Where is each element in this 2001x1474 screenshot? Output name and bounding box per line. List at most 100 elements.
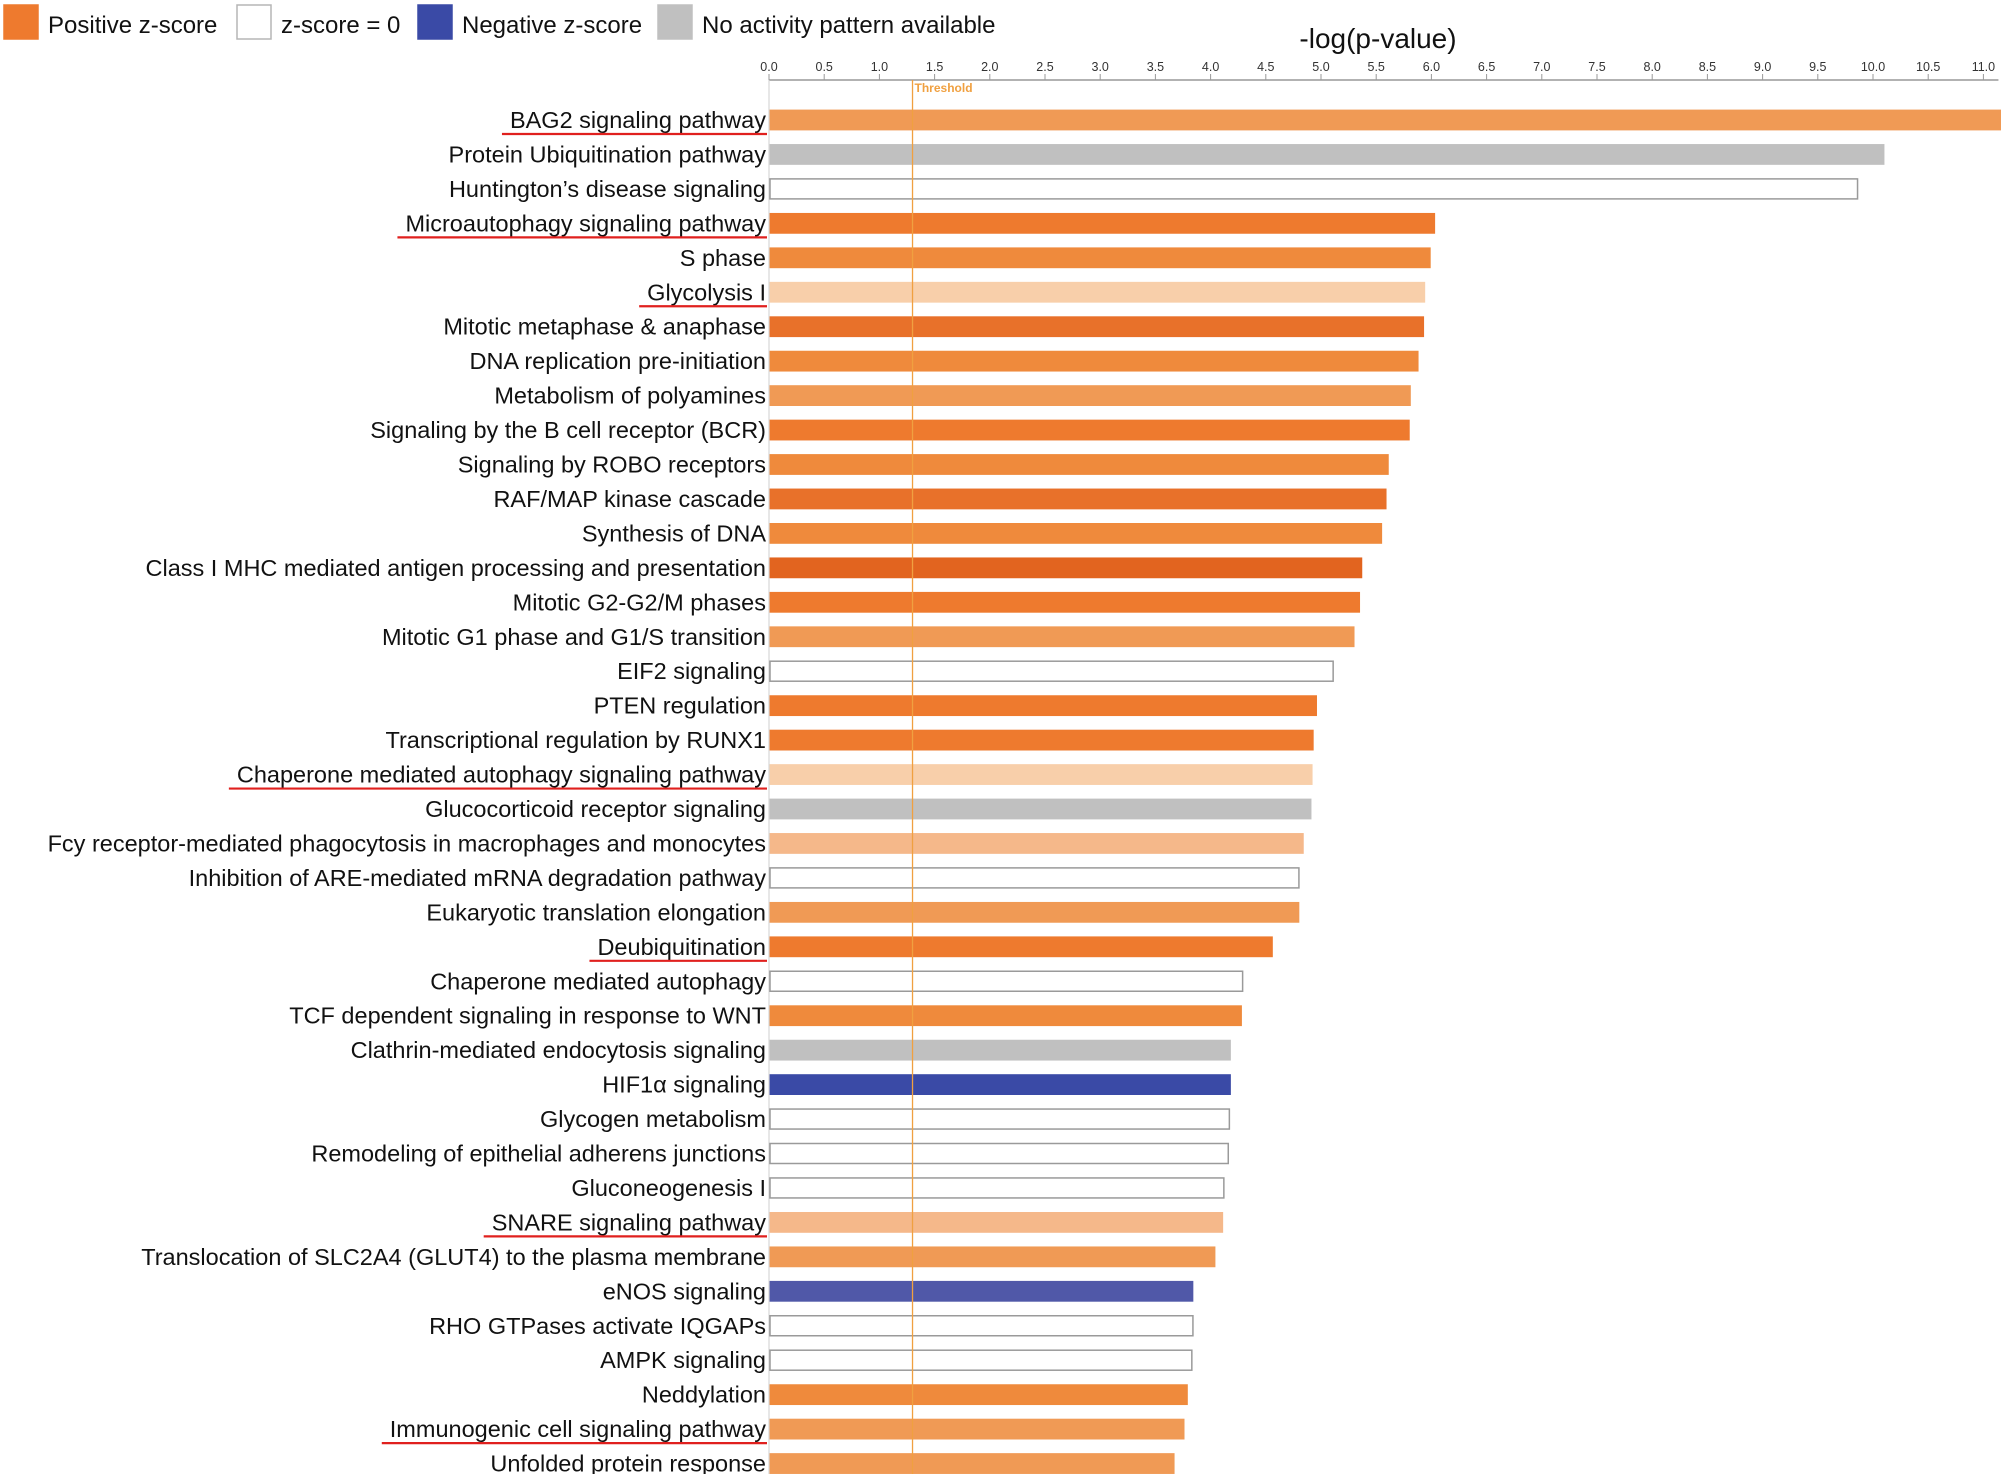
bar-row: eNOS signaling (603, 1278, 1194, 1304)
bar-row: TCF dependent signaling in response to W… (289, 1003, 1242, 1029)
x-tick-label: 7.0 (1533, 60, 1550, 74)
bar-row: Class I MHC mediated antigen processing … (146, 555, 1363, 581)
legend-label: z-score = 0 (281, 12, 400, 39)
bar-row: Clathrin-mediated endocytosis signaling (351, 1037, 1231, 1063)
bar-label: Glucocorticoid receptor signaling (425, 796, 766, 822)
bar (769, 1005, 1242, 1027)
bar (769, 1212, 1224, 1233)
x-axis: 0.0 0.5 1.0 1.5 2.0 2.5 3.0 3.5 4.0 4.5 5.0 5.5 6.0 6… (760, 60, 1999, 1474)
bar-row: Remodeling of epithelial adherens juncti… (311, 1141, 1230, 1167)
bar-row: Protein Ubiquitination pathway (449, 141, 1885, 167)
bar (769, 350, 1419, 372)
bar-label: Inhibition of ARE-mediated mRNA degradat… (189, 865, 767, 891)
bar-label: Class I MHC mediated antigen processing … (146, 555, 766, 581)
bar (769, 729, 1314, 751)
bar-label: EIF2 signaling (617, 658, 766, 684)
bar-row: Huntington’s disease signaling (449, 176, 1859, 202)
x-tick-label: 0.5 (816, 60, 833, 74)
bar (769, 178, 1859, 200)
x-tick-label: 7.5 (1588, 60, 1605, 74)
bar-row: AMPK signaling (600, 1347, 1193, 1373)
bar-label: Metabolism of polyamines (494, 383, 766, 409)
bar (769, 626, 1355, 648)
bar-row: Fcy receptor-mediated phagocytosis in ma… (48, 830, 1304, 856)
x-tick-label: 0.0 (760, 60, 777, 74)
x-tick-label: 6.0 (1423, 60, 1440, 74)
bar (769, 1315, 1194, 1337)
bar-row: Mitotic G1 phase and G1/S transition (382, 624, 1355, 650)
bar (769, 970, 1244, 992)
x-tick-label: 4.5 (1257, 60, 1274, 74)
bar-label: Deubiquitination (597, 934, 766, 960)
bar (769, 281, 1426, 303)
bars-group: BAG2 signaling pathway Protein Ubiquitina… (48, 107, 2001, 1474)
bar (769, 385, 1411, 407)
bar-label: Immunogenic cell signaling pathway (390, 1416, 766, 1442)
bar (769, 1418, 1185, 1440)
bar (769, 1280, 1194, 1302)
bar (769, 488, 1387, 510)
bar-row: Unfolded protein response (490, 1451, 1175, 1474)
legend-item: Negative z-score (417, 4, 642, 40)
bar-label: S phase (680, 245, 766, 271)
legend-item: Positive z-score (3, 4, 217, 40)
legend-swatch (236, 4, 272, 40)
bar (769, 1074, 1231, 1095)
bar-row: Chaperone mediated autophagy (430, 968, 1244, 994)
bar-row: Gluconeogenesis I (571, 1175, 1225, 1201)
bar-row: PTEN regulation (594, 693, 1317, 719)
bar-row: Chaperone mediated autophagy signaling p… (228, 762, 1313, 790)
bar-row: RAF/MAP kinase cascade (493, 486, 1387, 512)
x-tick-label: 10.5 (1916, 60, 1940, 74)
bar-label: RHO GTPases activate IQGAPs (429, 1313, 766, 1339)
bar (769, 1039, 1231, 1061)
bar (769, 1349, 1193, 1371)
bar-row: Inhibition of ARE-mediated mRNA degradat… (189, 865, 1300, 891)
bar (769, 454, 1389, 475)
x-tick-label: 10.0 (1861, 60, 1885, 74)
legend-label: Negative z-score (462, 12, 642, 39)
bar-label: AMPK signaling (600, 1347, 766, 1373)
bar-row: Glycogen metabolism (540, 1106, 1231, 1132)
bar (769, 316, 1425, 338)
bar (769, 144, 1885, 165)
threshold-label: Threshold (915, 81, 973, 95)
bar (769, 798, 1312, 820)
bar-row: Metabolism of polyamines (494, 383, 1411, 409)
bar (769, 833, 1304, 854)
bar (769, 1453, 1175, 1474)
x-tick-label: 1.0 (871, 60, 888, 74)
bar-row: S phase (680, 245, 1431, 271)
bar (769, 1246, 1216, 1268)
x-tick-label: 5.0 (1312, 60, 1329, 74)
bar (769, 212, 1436, 234)
bar-label: BAG2 signaling pathway (510, 107, 766, 133)
bar-label: DNA replication pre-initiation (469, 348, 766, 374)
legend-swatch (3, 4, 39, 40)
bar (769, 1142, 1230, 1165)
bar-label: Neddylation (642, 1382, 766, 1408)
bar-row: Transcriptional regulation by RUNX1 (385, 727, 1314, 753)
bar-label: Mitotic G2-G2/M phases (513, 589, 766, 615)
bar-row: DNA replication pre-initiation (469, 348, 1419, 374)
bar (769, 867, 1300, 889)
x-tick-label: 3.0 (1092, 60, 1109, 74)
bar-label: Clathrin-mediated endocytosis signaling (351, 1037, 766, 1063)
chart-legend: Positive z-score z-score = 0 Negative z-sc… (3, 4, 995, 40)
bar-row: Eukaryotic translation elongation (426, 899, 1300, 925)
bar (769, 109, 2001, 131)
x-tick-label: 9.0 (1754, 60, 1771, 74)
bar-label: Glycolysis I (647, 279, 766, 305)
bar (769, 660, 1334, 682)
bar-label: Gluconeogenesis I (571, 1175, 766, 1201)
bar-label: Signaling by ROBO receptors (458, 452, 766, 478)
bar-label: Chaperone mediated autophagy (430, 968, 766, 994)
bar-row: Translocation of SLC2A4 (GLUT4) to the p… (141, 1244, 1216, 1270)
bar-row: Glucocorticoid receptor signaling (425, 796, 1312, 822)
bar-label: Remodeling of epithelial adherens juncti… (311, 1141, 766, 1167)
x-tick-label: 11.0 (1972, 60, 1995, 74)
bar-row: BAG2 signaling pathway (501, 107, 2001, 136)
bar-label: Eukaryotic translation elongation (426, 899, 766, 925)
bar-label: SNARE signaling pathway (492, 1209, 767, 1235)
